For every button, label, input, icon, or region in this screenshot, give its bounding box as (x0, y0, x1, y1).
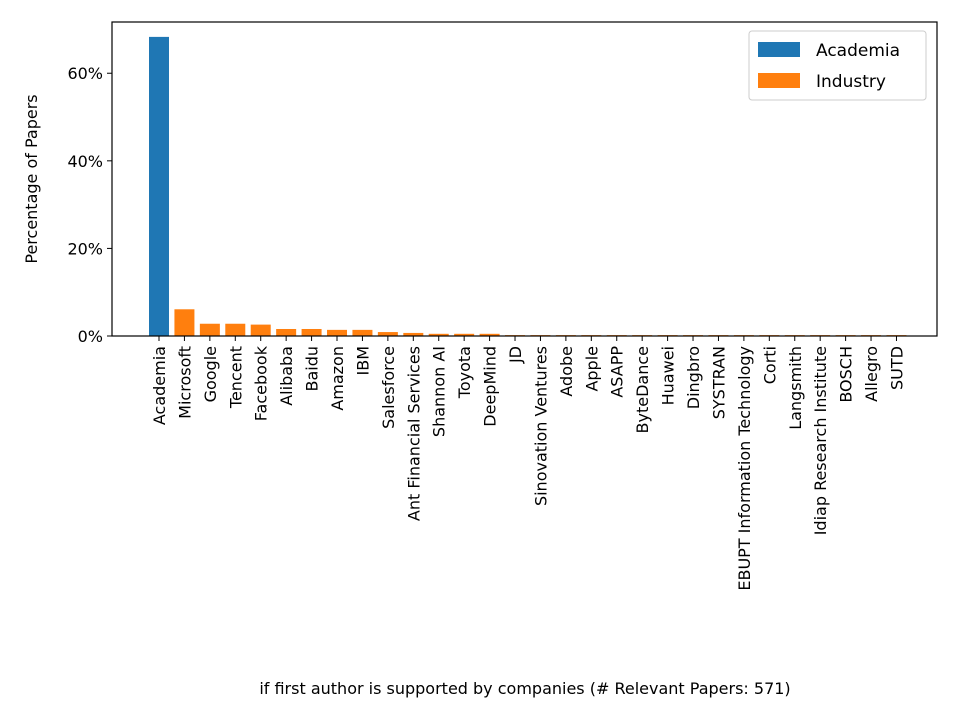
y-axis-label: Percentage of Papers (22, 94, 41, 263)
x-tick-label: Adobe (557, 346, 576, 397)
bar-deepmind (479, 333, 500, 336)
bar-tencent (225, 323, 246, 336)
x-tick-label: SYSTRAN (709, 346, 728, 419)
x-tick-label: Google (201, 346, 220, 402)
legend: Academia Industry (748, 30, 927, 101)
bar-salesforce (377, 332, 398, 336)
bar-academia (149, 36, 169, 336)
x-tick-label: Huawei (659, 346, 678, 405)
x-tick-label: Toyota (455, 346, 474, 399)
bar-baidu (301, 328, 322, 336)
x-tick-label: Langsmith (786, 346, 805, 430)
x-tick-label: Allegro (862, 346, 881, 402)
y-tick-label: 60% (67, 64, 103, 83)
x-tick-label: Alibaba (277, 346, 296, 406)
x-tick-label: Microsoft (175, 346, 194, 419)
bar-ant-financial-services (403, 332, 424, 336)
legend-swatch-academia (758, 42, 800, 57)
legend-swatch-industry (758, 73, 800, 88)
y-tick-label: 20% (67, 239, 103, 258)
x-tick-label: Amazon (328, 346, 347, 411)
bar-ibm (352, 329, 373, 336)
x-tick-label: ASAPP (608, 346, 627, 398)
x-tick-label: Ant Financial Services (404, 346, 423, 521)
x-tick-label: Shannon AI (430, 346, 449, 437)
x-tick-label: JD (506, 346, 525, 364)
axes-frame (111, 21, 938, 337)
y-axis-ticks: 0% 20% 40% 60% (67, 64, 112, 346)
x-tick-label: Corti (760, 346, 779, 384)
legend-label-industry: Industry (816, 72, 886, 92)
x-tick-label: Idiap Research Institute (811, 346, 830, 535)
x-tick-label: Salesforce (379, 346, 398, 429)
bar-facebook (250, 324, 271, 336)
bar-google (199, 323, 220, 336)
bar-shannon-ai (428, 333, 449, 336)
x-tick-label: Tencent (226, 346, 245, 409)
x-tick-label: EBUPT Information Technology (735, 346, 754, 591)
x-tick-label: ByteDance (633, 346, 652, 433)
x-tick-label: Apple (582, 346, 601, 392)
bars-group (149, 36, 907, 336)
x-tick-label: Sinovation Ventures (531, 346, 550, 506)
x-tick-label: DeepMind (481, 346, 500, 427)
legend-label-academia: Academia (816, 41, 900, 61)
x-tick-label: SUTD (887, 346, 906, 390)
y-tick-label: 0% (78, 327, 103, 346)
x-tick-label: Dingbro (684, 346, 703, 409)
bar-alibaba (276, 328, 297, 336)
y-tick-label: 40% (67, 152, 103, 171)
bar-amazon (327, 329, 348, 336)
x-tick-label: BOSCH (837, 346, 856, 403)
x-tick-label: Facebook (252, 345, 271, 421)
bar-toyota (454, 333, 475, 336)
bar-microsoft (174, 309, 195, 336)
x-tick-label: IBM (353, 346, 372, 376)
x-tick-label: Baidu (303, 346, 322, 392)
x-axis-label: if first author is supported by companie… (259, 679, 790, 698)
x-axis-ticks: Academia Microsoft Google Tencent Facebook Al… (150, 336, 906, 591)
x-tick-label: Academia (150, 346, 169, 425)
